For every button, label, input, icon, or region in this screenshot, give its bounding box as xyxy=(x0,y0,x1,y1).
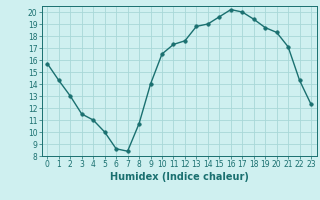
X-axis label: Humidex (Indice chaleur): Humidex (Indice chaleur) xyxy=(110,172,249,182)
